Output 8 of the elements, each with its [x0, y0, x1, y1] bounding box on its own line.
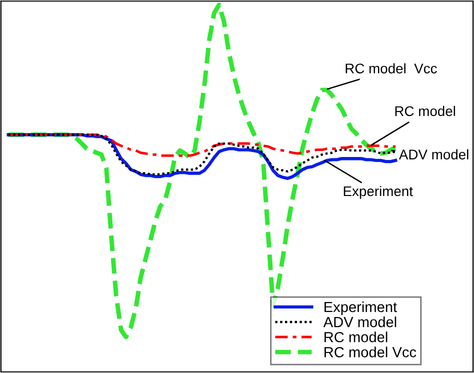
legend-label: RC model	[324, 332, 388, 342]
legend-label: Experiment	[324, 301, 397, 316]
legend-label: RC model Vcc	[324, 346, 416, 358]
text: ADV model	[398, 149, 468, 160]
annotation: Experiment	[344, 186, 413, 199]
legend-label: ADV model	[323, 316, 396, 328]
annotation: RC model Vcc	[346, 63, 437, 74]
annotation: RC model	[395, 106, 456, 116]
